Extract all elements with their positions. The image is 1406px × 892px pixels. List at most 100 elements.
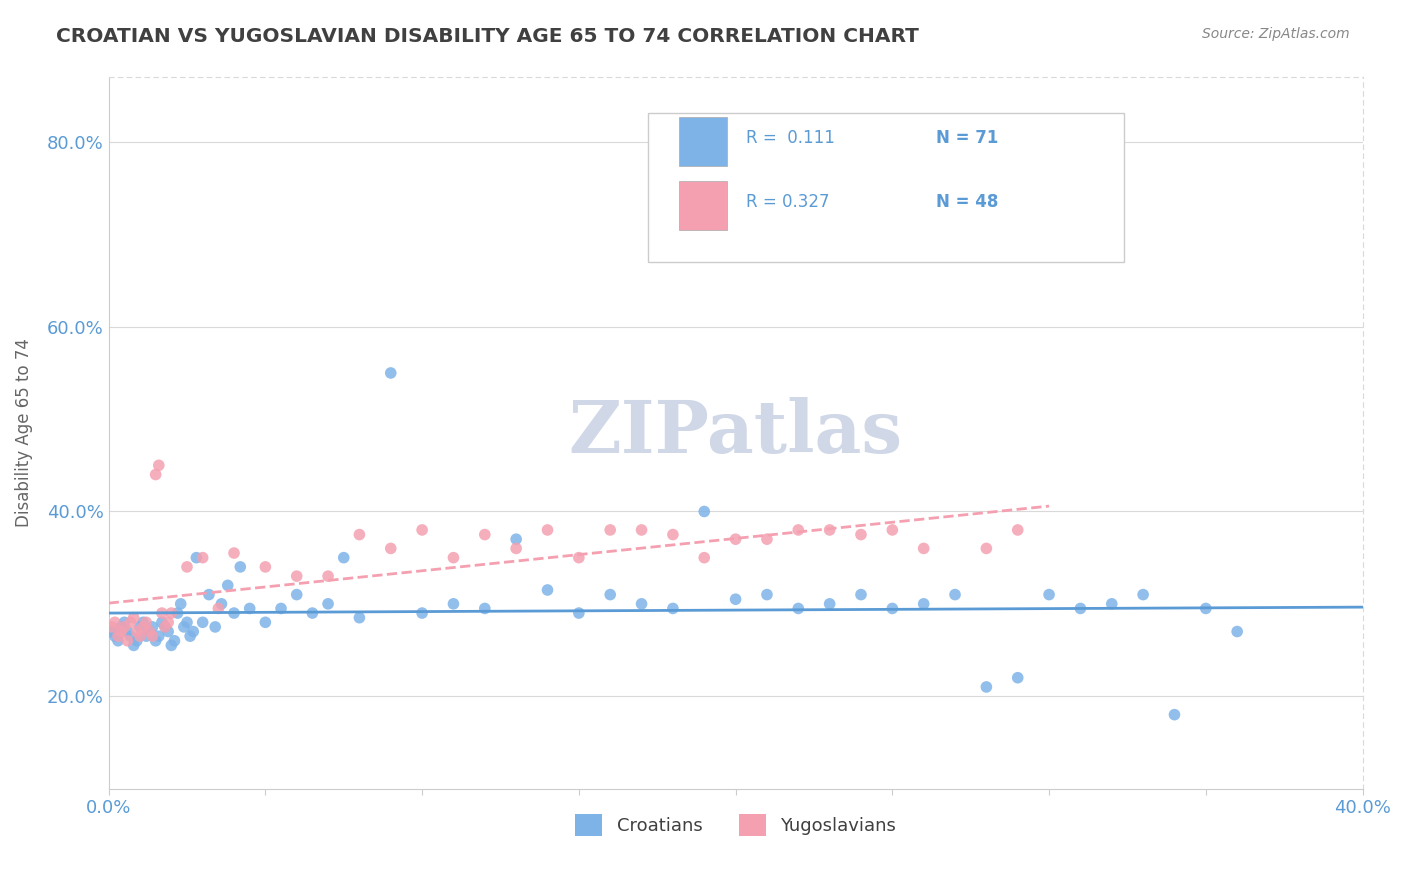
Point [849,588,872,602]
FancyBboxPatch shape [679,180,727,230]
Point [107,629,129,643]
Point [198,588,221,602]
Point [818,597,841,611]
Point [568,550,591,565]
Point [316,597,339,611]
Point [912,541,935,556]
Point [443,597,465,611]
Legend: Croatians, Yugoslavians: Croatians, Yugoslavians [568,807,903,844]
Point [191,615,214,630]
Point [536,582,558,597]
Point [411,606,433,620]
Point [112,615,135,630]
Point [693,504,716,518]
Point [380,366,402,380]
Point [150,615,173,630]
Point [222,546,245,560]
FancyBboxPatch shape [648,113,1125,262]
Point [132,615,155,630]
Point [170,597,193,611]
Point [179,629,201,643]
Point [135,629,157,643]
Point [662,601,685,615]
Text: R =  0.111: R = 0.111 [745,128,835,147]
Point [160,639,183,653]
Point [443,550,465,565]
Point [349,610,371,624]
Point [474,601,496,615]
Text: ZIPatlas: ZIPatlas [568,398,903,468]
FancyBboxPatch shape [679,117,727,166]
Point [138,624,160,639]
Point [125,624,148,639]
Point [1007,523,1029,537]
Point [204,620,226,634]
Point [411,523,433,537]
Text: Source: ZipAtlas.com: Source: ZipAtlas.com [1202,27,1350,41]
Point [125,633,148,648]
Point [181,624,204,639]
Point [163,633,186,648]
Point [787,523,810,537]
Point [912,597,935,611]
Point [630,523,652,537]
Point [882,601,904,615]
Point [150,606,173,620]
Point [254,560,277,574]
Point [120,615,142,630]
Point [270,601,292,615]
Point [166,606,188,620]
Point [724,592,747,607]
Point [129,629,152,643]
Point [157,615,180,630]
Point [138,624,160,639]
Text: R = 0.327: R = 0.327 [745,193,830,211]
Point [153,620,176,634]
Point [148,629,170,643]
Point [104,629,127,643]
Point [104,615,127,630]
Point [755,532,778,546]
Point [1069,601,1091,615]
Point [207,601,229,615]
Point [145,467,167,482]
Point [568,606,591,620]
Point [107,633,129,648]
Point [100,624,122,639]
Point [332,550,354,565]
Point [222,606,245,620]
Point [132,620,155,634]
Point [173,620,195,634]
Point [122,639,145,653]
Point [1195,601,1218,615]
Point [191,550,214,565]
Point [176,615,198,630]
Text: CROATIAN VS YUGOSLAVIAN DISABILITY AGE 65 TO 74 CORRELATION CHART: CROATIAN VS YUGOSLAVIAN DISABILITY AGE 6… [56,27,920,45]
Point [153,620,176,634]
Point [724,532,747,546]
Point [160,606,183,620]
Point [112,620,135,634]
Y-axis label: Disability Age 65 to 74: Disability Age 65 to 74 [15,339,32,527]
Point [141,629,163,643]
Point [285,569,308,583]
Point [301,606,323,620]
Point [882,523,904,537]
Point [536,523,558,537]
Point [229,560,252,574]
Point [211,597,233,611]
Point [239,601,262,615]
Point [129,620,152,634]
Point [1163,707,1185,722]
Point [1226,624,1249,639]
Point [1132,588,1154,602]
Point [976,541,998,556]
Point [818,523,841,537]
Point [141,620,163,634]
Point [117,624,139,639]
Point [110,620,132,634]
Point [755,588,778,602]
Point [135,615,157,630]
Point [176,560,198,574]
Point [316,569,339,583]
